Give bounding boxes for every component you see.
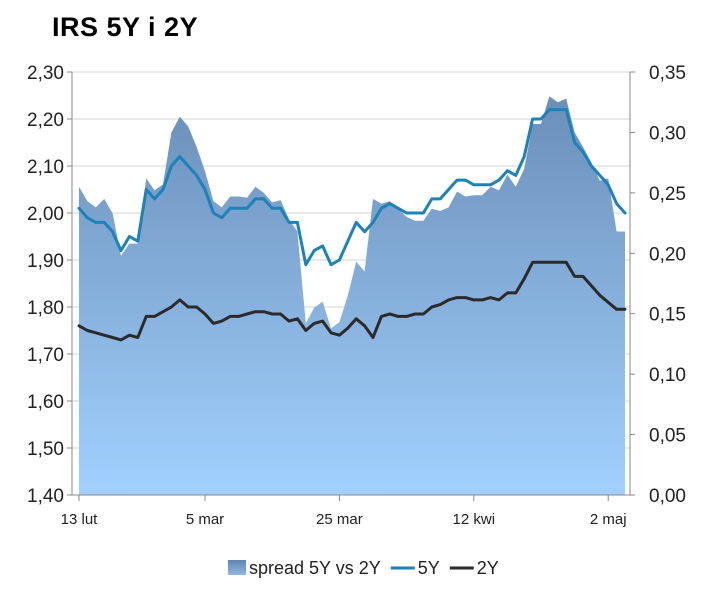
y-right-tick-label: 0,20 [649, 244, 686, 265]
legend: spread 5Y vs 2Y 5Y 2Y [228, 558, 499, 578]
legend-label: 2Y [477, 558, 499, 578]
series-line-5y [77, 108, 627, 267]
y-left-tick-label: 1,60 [27, 392, 64, 413]
y-left-tick-label: 2,30 [27, 63, 64, 84]
axes [67, 71, 635, 501]
x-tick-label: 5 mar [186, 511, 224, 528]
y-right-tick-label: 0,15 [649, 305, 686, 326]
legend-label: 5Y [418, 558, 440, 578]
y-left-tick-label: 2,00 [27, 204, 64, 225]
y-left-tick-label: 1,70 [27, 345, 64, 366]
y-right-tick-label: 0,10 [649, 365, 686, 386]
y-right-tick-label: 0,25 [649, 184, 686, 205]
x-tick-label: 2 maj [590, 511, 627, 528]
series-line-2y [77, 260, 627, 342]
x-tick-label: 12 kwi [453, 511, 496, 528]
y-left-tick-label: 1,40 [27, 486, 64, 507]
y-left-tick-label: 1,90 [27, 251, 64, 272]
y-left-tick-label: 1,50 [27, 439, 64, 460]
chart-title: IRS 5Y i 2Y [52, 12, 199, 42]
spread-area-layer [79, 96, 625, 495]
spread-area [79, 96, 625, 495]
x-tick-label: 13 lut [61, 511, 99, 528]
y-right-tick-label: 0,00 [649, 486, 686, 507]
x-tick-label: 25 mar [316, 511, 363, 528]
legend-label: spread 5Y vs 2Y [249, 558, 381, 578]
y-left-tick-label: 2,20 [27, 110, 64, 131]
tick-labels: 1,40 1,50 1,60 1,70 1,80 1,90 2,00 2,10 2,20 2,30… [27, 63, 686, 528]
y-right-tick-label: 0,35 [649, 63, 686, 84]
y-right-tick-label: 0,30 [649, 123, 686, 144]
legend-swatch-spread [228, 560, 246, 575]
series-lines-layer [77, 108, 627, 342]
y-left-tick-label: 1,80 [27, 298, 64, 319]
y-right-tick-label: 0,05 [649, 426, 686, 447]
y-left-tick-label: 2,10 [27, 157, 64, 178]
